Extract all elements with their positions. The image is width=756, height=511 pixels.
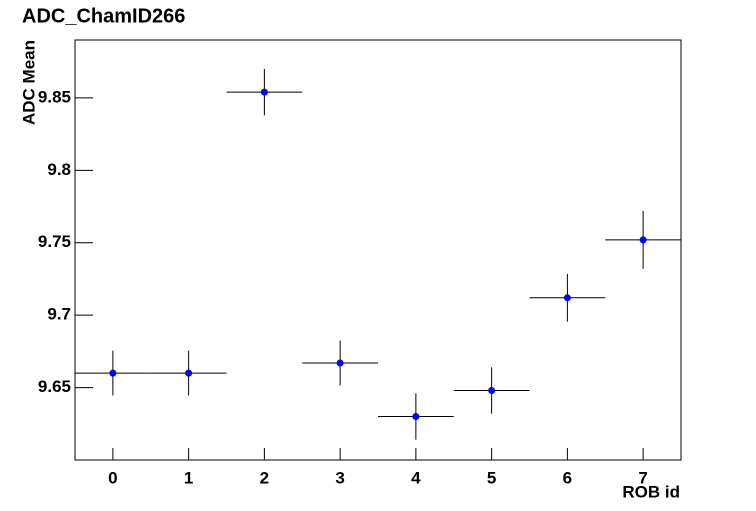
x-tick-label: 0 bbox=[108, 468, 117, 487]
y-tick-label: 9.65 bbox=[38, 377, 71, 396]
x-tick-label: 4 bbox=[411, 468, 421, 487]
y-axis-label: ADC Mean bbox=[19, 40, 38, 125]
x-tick-label: 6 bbox=[563, 468, 572, 487]
data-point bbox=[488, 386, 496, 394]
data-point bbox=[639, 236, 647, 244]
chart-title: ADC_ChamID266 bbox=[22, 5, 185, 27]
y-tick-label: 9.85 bbox=[38, 87, 71, 106]
data-point bbox=[412, 413, 420, 421]
data-point bbox=[336, 359, 344, 367]
data-point bbox=[185, 369, 193, 377]
x-tick-label: 5 bbox=[487, 468, 496, 487]
data-point bbox=[260, 88, 268, 96]
x-tick-label: 1 bbox=[184, 468, 193, 487]
data-point bbox=[563, 294, 571, 302]
x-axis-label: ROB id bbox=[622, 482, 680, 501]
plot-frame bbox=[74, 39, 682, 461]
x-tick-label: 2 bbox=[260, 468, 269, 487]
y-tick-label: 9.8 bbox=[47, 160, 71, 179]
y-tick-label: 9.75 bbox=[38, 232, 71, 251]
y-tick-label: 9.7 bbox=[47, 305, 71, 324]
x-tick-label: 3 bbox=[335, 468, 344, 487]
data-point bbox=[109, 369, 117, 377]
x-tick-label: 7 bbox=[638, 468, 647, 487]
